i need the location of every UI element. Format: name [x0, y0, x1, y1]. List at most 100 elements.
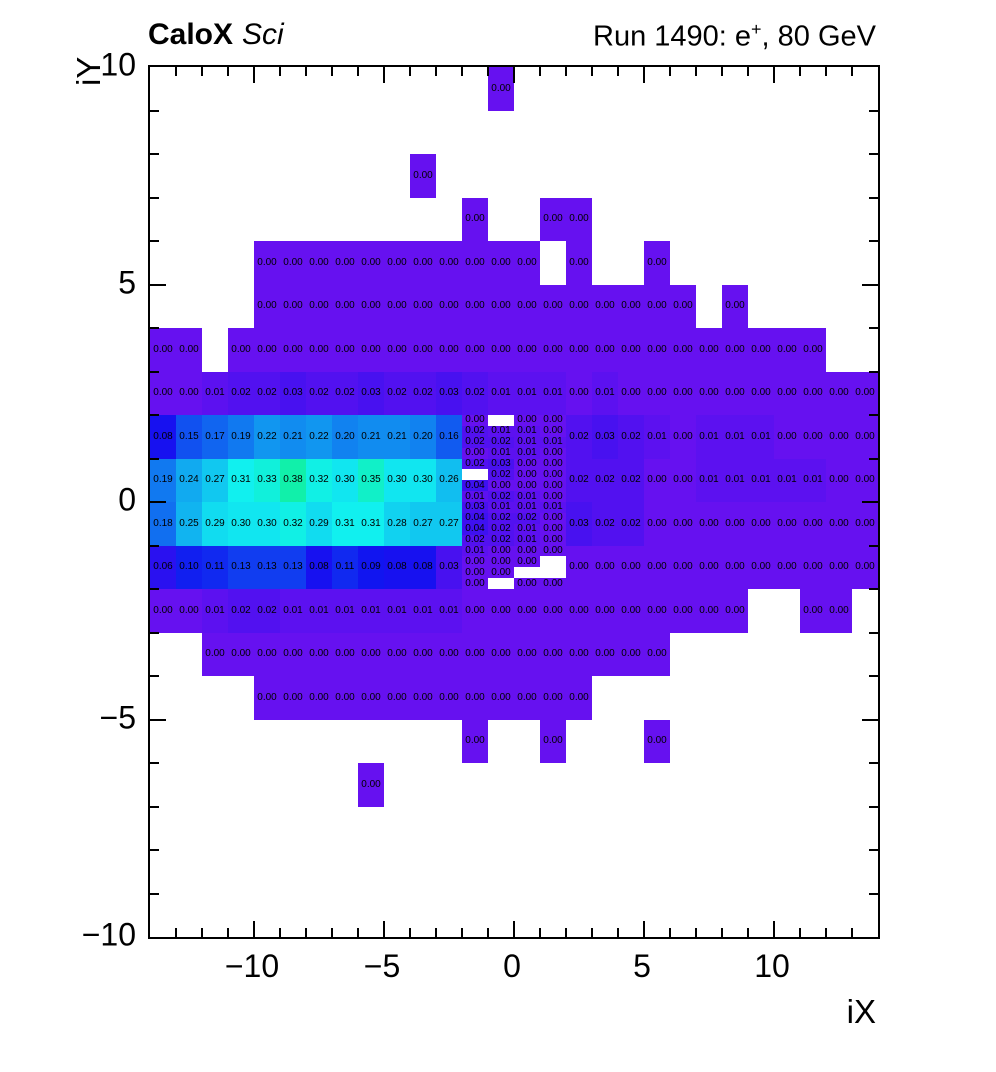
heatmap-cell: 0.00 [410, 154, 436, 198]
axis-tick [695, 928, 697, 937]
cell-value-label: 0.00 [543, 604, 563, 616]
axis-tick [487, 928, 489, 937]
heatmap-cell: 0.00 [332, 328, 358, 372]
heatmap-cell: 0.00 [774, 545, 800, 589]
cell-value-label: 0.30 [231, 517, 251, 529]
heatmap-cell: 0.00 [774, 415, 800, 459]
heatmap-cell: 0.01 [514, 426, 540, 437]
cell-value-label: 0.00 [465, 213, 485, 225]
heatmap-cell: 0.00 [514, 556, 540, 568]
cell-value-label: 0.00 [387, 648, 407, 660]
cell-value-label: 0.00 [595, 648, 615, 660]
axis-tick [669, 928, 671, 937]
heatmap-cell: 0.01 [488, 502, 514, 513]
cell-value-label: 0.00 [595, 300, 615, 312]
axis-tick [617, 67, 619, 76]
cell-value-label: 0.04 [465, 523, 485, 535]
cell-value-label: 0.02 [491, 490, 511, 502]
heatmap-cell: 0.02 [228, 589, 254, 633]
heatmap-cell: 0.02 [514, 513, 540, 524]
cell-value-label: 0.19 [231, 430, 251, 442]
cell-value-label: 0.00 [257, 691, 277, 703]
heatmap-cell: 0.00 [540, 426, 566, 437]
heatmap-cell: 0.01 [774, 458, 800, 502]
heatmap-cell: 0.00 [540, 676, 566, 720]
heatmap-cell: 0.06 [150, 545, 176, 589]
heatmap-cell: 0.00 [436, 284, 462, 328]
heatmap-cell: 0.21 [358, 415, 384, 459]
cell-value-label: 0.00 [517, 414, 537, 426]
y-tick-label: −10 [81, 916, 136, 953]
cell-value-label: 0.00 [673, 343, 693, 355]
heatmap-cell: 0.00 [540, 197, 566, 241]
heatmap-cell: 0.00 [566, 284, 592, 328]
heatmap-cell: 0.02 [592, 458, 618, 502]
cell-value-label: 0.01 [543, 501, 563, 513]
heatmap-cell: 0.00 [488, 241, 514, 285]
cell-value-label: 0.00 [699, 604, 719, 616]
cell-value-label: 0.03 [361, 387, 381, 399]
heatmap-cell: 0.00 [748, 371, 774, 415]
heatmap-cell: 0.00 [826, 589, 852, 633]
cell-value-label: 0.00 [491, 82, 511, 94]
heatmap-cell: 0.24 [176, 458, 202, 502]
cell-value-label: 0.01 [647, 430, 667, 442]
cell-value-label: 0.02 [491, 512, 511, 524]
cell-value-label: 0.00 [777, 561, 797, 573]
cell-value-label: 0.02 [231, 387, 251, 399]
heatmap-cell: 0.01 [514, 371, 540, 415]
cell-value-label: 0.00 [569, 648, 589, 660]
cell-value-label: 0.18 [153, 517, 173, 529]
y-tick-label: −5 [99, 699, 136, 735]
cell-value-label: 0.32 [283, 517, 303, 529]
heatmap-cell: 0.03 [462, 502, 488, 513]
cell-value-label: 0.08 [309, 561, 329, 573]
heatmap-cell: 0.00 [852, 502, 878, 546]
axis-tick [747, 928, 749, 937]
heatmap-cell: 0.01 [540, 502, 566, 513]
cell-value-label: 0.21 [361, 430, 381, 442]
heatmap-cell: 0.00 [670, 458, 696, 502]
heatmap-cell: 0.04 [462, 524, 488, 535]
cell-value-label: 0.01 [517, 523, 537, 535]
cell-value-label: 0.02 [413, 387, 433, 399]
heatmap-cell: 0.00 [800, 328, 826, 372]
cell-value-label: 0.00 [543, 479, 563, 491]
heatmap-cell: 0.00 [566, 241, 592, 285]
heatmap-cell: 0.00 [462, 676, 488, 720]
cell-value-label: 0.00 [569, 300, 589, 312]
axis-tick [150, 109, 159, 112]
cell-value-label: 0.13 [257, 561, 277, 573]
axis-tick [175, 928, 177, 937]
heatmap-cell: 0.00 [488, 676, 514, 720]
cell-value-label: 0.00 [829, 474, 849, 486]
cell-value-label: 0.11 [335, 561, 355, 573]
cell-value-label: 0.02 [621, 430, 641, 442]
cell-value-label: 0.00 [465, 566, 485, 578]
cell-value-label: 0.00 [153, 387, 173, 399]
heatmap-cell: 0.00 [436, 676, 462, 720]
heatmap-cell: 0.00 [540, 328, 566, 372]
cell-value-label: 0.00 [803, 387, 823, 399]
heatmap-cell: 0.00 [540, 524, 566, 535]
axis-tick [869, 327, 878, 329]
heatmap-cell: 0.25 [176, 502, 202, 546]
cell-value-label: 0.00 [699, 561, 719, 573]
axis-tick [539, 928, 541, 937]
cell-value-label: 0.00 [465, 300, 485, 312]
heatmap-cell: 0.00 [462, 284, 488, 328]
axis-tick [461, 928, 463, 937]
axis-tick [305, 67, 307, 76]
cell-value-label: 0.38 [283, 474, 303, 486]
cell-value-label: 0.15 [179, 430, 199, 442]
heatmap-cell: 0.00 [670, 371, 696, 415]
cell-value-label: 0.00 [465, 343, 485, 355]
axis-tick [357, 928, 359, 937]
heatmap-cell: 0.01 [514, 524, 540, 535]
cell-value-label: 0.00 [231, 343, 251, 355]
cell-value-label: 0.17 [205, 430, 225, 442]
axis-tick [869, 370, 878, 373]
heatmap-cell: 0.08 [410, 545, 436, 589]
heatmap-cell: 0.13 [280, 545, 306, 589]
heatmap-cell: 0.00 [462, 415, 488, 426]
